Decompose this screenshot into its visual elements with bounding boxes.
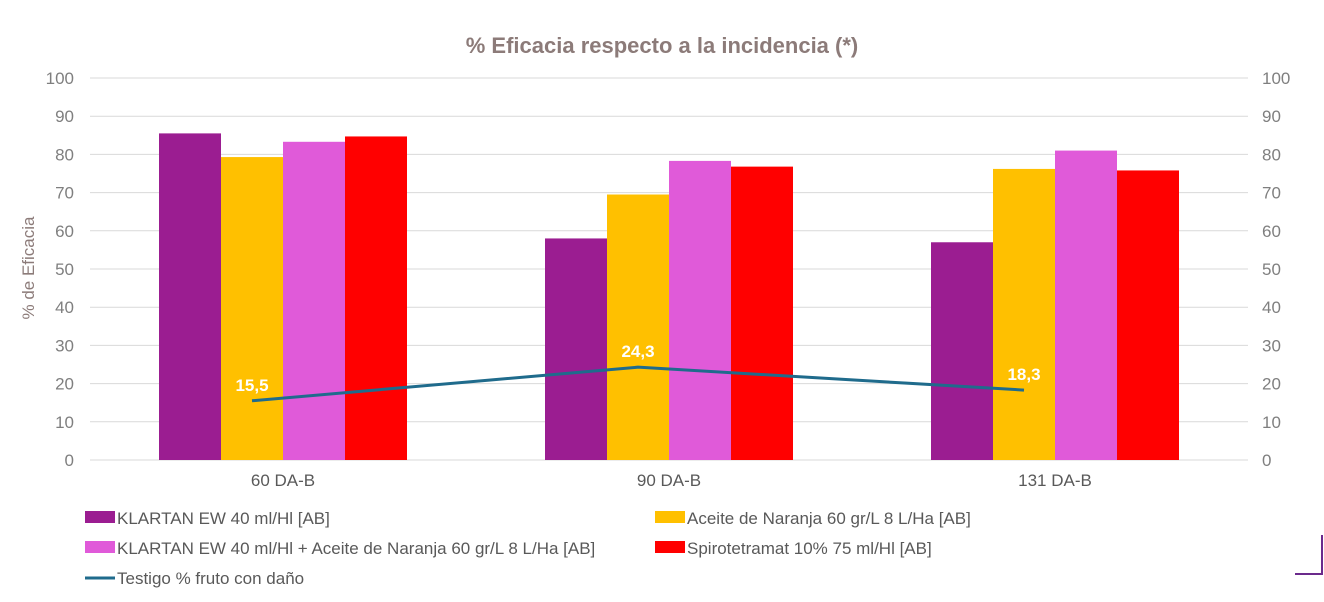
- bar: [931, 242, 993, 460]
- bar: [545, 238, 607, 460]
- corner-decoration: [1295, 535, 1323, 575]
- data-label: 18,3: [1007, 365, 1040, 384]
- legend-label: Aceite de Naranja 60 gr/L 8 L/Ha [AB]: [687, 509, 971, 528]
- bar: [345, 136, 407, 461]
- axis-ticks: 0 0 10 10 20 20 30 30 40 40 50 50 60 60 70 70 80 80 90 90 10…: [46, 69, 1291, 490]
- y-tick-label-left: 30: [55, 336, 74, 355]
- legend-label: KLARTAN EW 40 ml/Hl [AB]: [117, 509, 330, 528]
- y-tick-label-right: 50: [1262, 260, 1281, 279]
- y-axis-label: % de Eficacia: [19, 216, 38, 320]
- y-tick-label-left: 50: [55, 260, 74, 279]
- y-tick-label-right: 40: [1262, 298, 1281, 317]
- bar: [607, 194, 669, 460]
- y-tick-label-left: 60: [55, 222, 74, 241]
- legend-label: KLARTAN EW 40 ml/Hl + Aceite de Naranja …: [117, 539, 595, 558]
- data-label: 24,3: [621, 342, 654, 361]
- y-tick-label-right: 10: [1262, 413, 1281, 432]
- legend: KLARTAN EW 40 ml/Hl [AB] Aceite de Naranj…: [85, 509, 971, 588]
- bar: [1117, 170, 1179, 460]
- y-tick-label-right: 70: [1262, 184, 1281, 203]
- legend-swatch: [655, 541, 685, 553]
- legend-swatch: [85, 541, 115, 553]
- data-label: 15,5: [235, 376, 268, 395]
- y-tick-label-right: 60: [1262, 222, 1281, 241]
- y-tick-label-right: 20: [1262, 375, 1281, 394]
- bar: [669, 160, 731, 461]
- y-tick-label-right: 100: [1262, 69, 1290, 88]
- y-tick-label-right: 30: [1262, 336, 1281, 355]
- bar: [283, 141, 345, 460]
- x-tick-label: 131 DA-B: [1018, 471, 1092, 490]
- legend-label: Testigo % fruto con daño: [117, 569, 304, 588]
- y-tick-label-left: 10: [55, 413, 74, 432]
- bar: [1055, 150, 1117, 460]
- x-tick-label: 60 DA-B: [251, 471, 315, 490]
- y-tick-label-left: 100: [46, 69, 74, 88]
- bar: [221, 157, 283, 460]
- y-tick-label-left: 20: [55, 375, 74, 394]
- chart-title: % Eficacia respecto a la incidencia (*): [466, 33, 859, 58]
- legend-label: Spirotetramat 10% 75 ml/Hl [AB]: [687, 539, 932, 558]
- y-tick-label-right: 0: [1262, 451, 1271, 470]
- bar: [993, 168, 1055, 460]
- legend-swatch: [85, 511, 115, 523]
- bars: [159, 133, 1179, 461]
- bar: [731, 166, 793, 460]
- bar: [159, 133, 221, 460]
- y-tick-label-right: 90: [1262, 107, 1281, 126]
- y-tick-label-right: 80: [1262, 145, 1281, 164]
- x-tick-label: 90 DA-B: [637, 471, 701, 490]
- y-tick-label-left: 80: [55, 145, 74, 164]
- y-tick-label-left: 70: [55, 184, 74, 203]
- legend-swatch: [655, 511, 685, 523]
- line-series: 15,5 24,3 18,3: [235, 342, 1041, 403]
- y-tick-label-left: 90: [55, 107, 74, 126]
- y-tick-label-left: 40: [55, 298, 74, 317]
- testigo-line: [251, 365, 1025, 403]
- y-tick-label-left: 0: [65, 451, 74, 470]
